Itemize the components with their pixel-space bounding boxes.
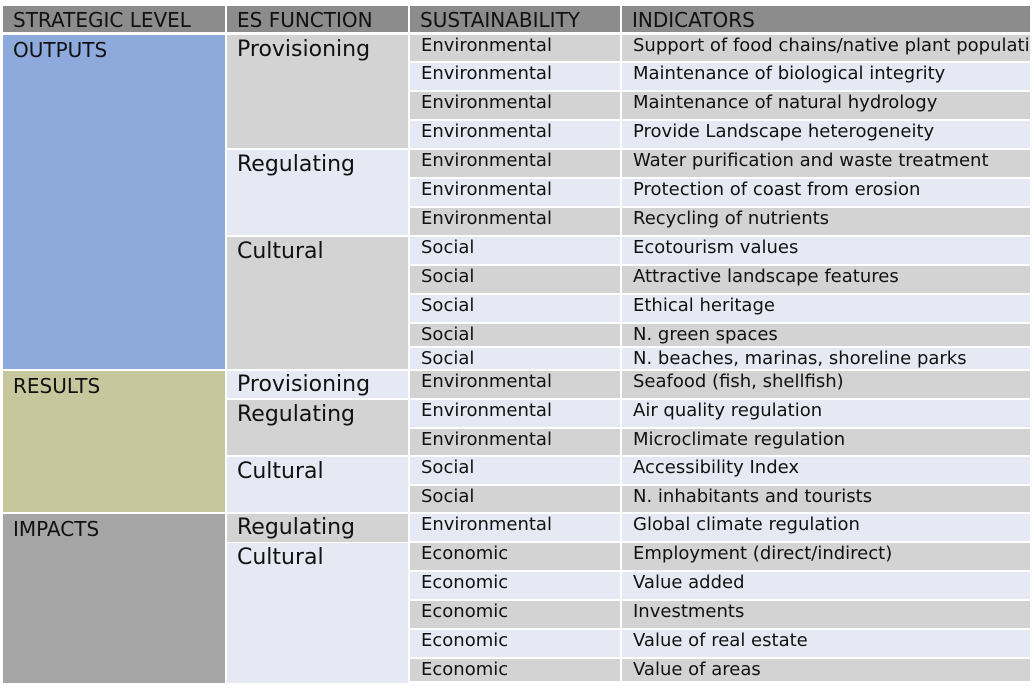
strategic-level-cell: OUTPUTS [3,35,225,369]
indicator-cell: Water purification and waste treatment [622,150,1030,177]
header-strategic-level: STRATEGIC LEVEL [3,6,225,32]
sustainability-cell: Social [410,266,620,293]
sustainability-cell: Environmental [410,92,620,119]
sustainability-cell: Social [410,486,620,512]
es-function-cell: Regulating [227,150,408,235]
indicator-cell: Recycling of nutrients [622,208,1030,235]
es-function-cell: Regulating [227,400,408,455]
sustainability-cell: Social [410,348,620,369]
sustainability-cell: Economic [410,543,620,570]
sustainability-cell: Economic [410,572,620,599]
indicator-cell: N. beaches, marinas, shoreline parks [622,348,1030,369]
sustainability-cell: Environmental [410,514,620,541]
indicator-cell: N. inhabitants and tourists [622,486,1030,512]
es-function-cell: Cultural [227,237,408,369]
indicator-cell: Investments [622,601,1030,628]
es-function-cell: Cultural [227,457,408,512]
indicator-cell: Accessibility Index [622,457,1030,484]
indicator-cell: Microclimate regulation [622,429,1030,455]
sustainability-cell: Environmental [410,35,620,61]
sustainability-cell: Environmental [410,63,620,90]
indicator-cell: Employment (direct/indirect) [622,543,1030,570]
sustainability-cell: Environmental [410,371,620,398]
sustainability-cell: Economic [410,630,620,657]
sustainability-cell: Social [410,324,620,346]
indicator-cell: Maintenance of natural hydrology [622,92,1030,119]
indicator-cell: Attractive landscape features [622,266,1030,293]
strategic-level-cell: IMPACTS [3,514,225,683]
sustainability-cell: Environmental [410,150,620,177]
sustainability-cell: Environmental [410,208,620,235]
header-indicators: INDICATORS [622,6,1030,32]
sustainability-cell: Economic [410,601,620,628]
sustainability-cell: Environmental [410,121,620,148]
sustainability-cell: Social [410,237,620,264]
sustainability-cell: Social [410,457,620,484]
indicator-cell: Seafood (fish, shellfish) [622,371,1030,398]
indicator-cell: Provide Landscape heterogeneity [622,121,1030,148]
header-sustainability: SUSTAINABILITY [410,6,620,32]
indicator-cell: Support of food chains/native plant popu… [622,35,1030,61]
sustainability-cell: Environmental [410,179,620,206]
strategic-level-cell: RESULTS [3,371,225,512]
indicator-cell: Protection of coast from erosion [622,179,1030,206]
sustainability-cell: Social [410,295,620,322]
indicator-cell: N. green spaces [622,324,1030,346]
indicator-cell: Ethical heritage [622,295,1030,322]
indicator-cell: Maintenance of biological integrity [622,63,1030,90]
indicator-cell: Global climate regulation [622,514,1030,541]
sustainability-cell: Environmental [410,429,620,455]
sustainability-cell: Environmental [410,400,620,427]
es-function-cell: Cultural [227,543,408,683]
indicator-cell: Value of real estate [622,630,1030,657]
indicator-cell: Air quality regulation [622,400,1030,427]
es-function-cell: Provisioning [227,371,408,398]
es-function-cell: Provisioning [227,35,408,148]
header-es-function: ES FUNCTION [227,6,408,32]
es-function-cell: Regulating [227,514,408,542]
indicator-cell: Value added [622,572,1030,599]
sustainability-cell: Economic [410,659,620,681]
indicator-cell: Ecotourism values [622,237,1030,264]
indicator-cell: Value of areas [622,659,1030,681]
